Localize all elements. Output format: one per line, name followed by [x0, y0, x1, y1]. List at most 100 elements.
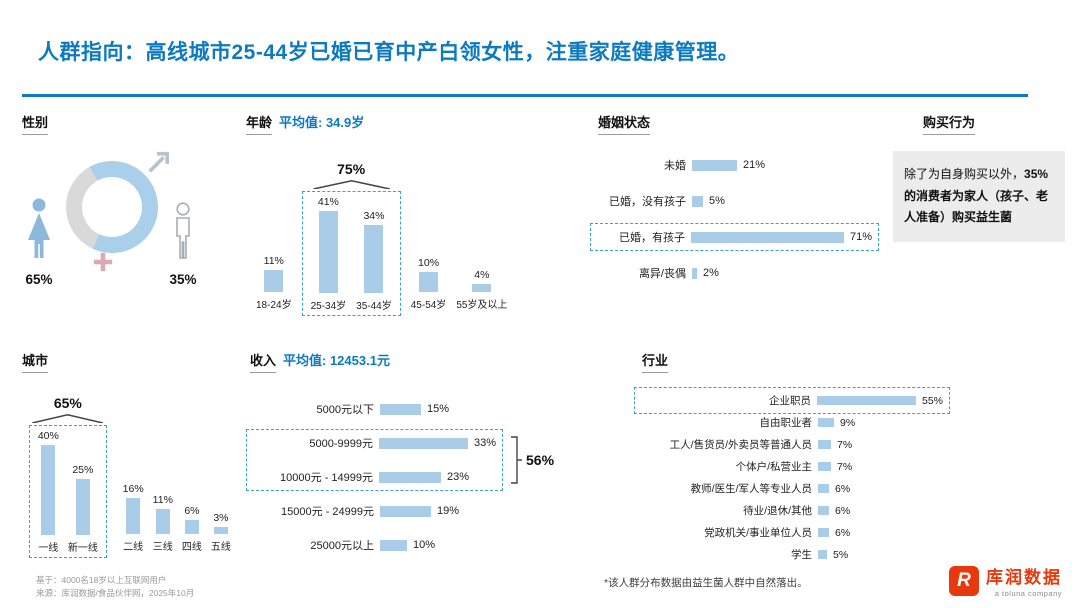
purchase-behavior-note: 除了为自身购买以外，35%的消费者为家人（孩子、老人准备）购买益生菌: [893, 151, 1065, 242]
footnote-origin: 来源：库润数据/食品伙伴网，2025年10月: [36, 587, 195, 598]
industry-value: 9%: [840, 416, 856, 429]
age-category: 45-54岁: [410, 300, 447, 311]
city-section-title: 城市: [22, 350, 49, 373]
bracket-icon: [311, 178, 392, 189]
income-row: 10000元 - 14999元 23%: [253, 469, 496, 485]
industry-bar: [818, 440, 831, 449]
bracket-icon: [30, 412, 105, 423]
income-bar: [379, 437, 468, 449]
marital-value: 21%: [743, 159, 766, 171]
industry-category: 工人/售货员/外卖员等普通人员: [669, 439, 812, 451]
age-category: 25-34岁: [310, 301, 347, 312]
age-bar-group: 41% 25-34岁: [311, 196, 347, 312]
age-bar: [318, 211, 338, 293]
age-value: 34%: [363, 210, 385, 222]
city-category: 三线: [152, 542, 173, 553]
city-bar-group: 3% 五线: [211, 512, 231, 558]
age-bar-group: 4% 55岁及以上: [456, 269, 507, 316]
industry-category: 教师/医生/军人等专业人员: [690, 483, 812, 495]
male-percentage: 35%: [169, 272, 197, 287]
city-highlight-label: 65%: [53, 395, 82, 411]
female-cross-icon: [93, 252, 113, 272]
marital-value: 5%: [709, 195, 725, 207]
industry-category: 个体户/私营业主: [735, 461, 812, 473]
marital-section-title: 婚姻状态: [598, 112, 651, 135]
city-category: 四线: [181, 542, 202, 553]
marital-row: 未婚 21%: [598, 157, 871, 173]
city-category: 五线: [210, 542, 231, 553]
donut-hole: [82, 177, 142, 237]
age-highlight-box: 41% 25-34岁 34% 35-44岁: [301, 191, 401, 316]
age-category: 35-44岁: [356, 301, 392, 312]
marital-row: 已婚，有孩子 71%: [597, 229, 872, 245]
income-bar: [380, 539, 407, 551]
income-row: 5000元以下 15%: [254, 401, 495, 417]
age-average-value: 平均值: 34.9岁: [279, 115, 365, 130]
income-section-header: 收入 平均值: 12453.1元: [250, 350, 595, 373]
kurun-logo: R 库润数据 a toluna company: [949, 563, 1062, 598]
male-arrow-icon: [148, 151, 170, 173]
income-bar: [380, 505, 431, 517]
industry-row: 党政机关/事业单位人员 6%: [642, 525, 942, 540]
income-bar: [379, 471, 441, 483]
city-bar: [75, 479, 90, 535]
city-value: 25%: [72, 464, 94, 476]
gender-chart: 65% 35%: [22, 151, 236, 287]
marital-bar: [692, 159, 737, 171]
industry-category: 企业职员: [769, 395, 811, 407]
industry-bar: [818, 506, 829, 515]
age-highlight-group: 75% 41% 25-34岁 34% 35-44岁: [301, 161, 401, 316]
industry-section-title: 行业: [642, 350, 669, 373]
age-value: 10%: [418, 257, 440, 269]
purchase-section-title: 购买行为: [923, 112, 976, 135]
page-title: 人群指向：高线城市25-44岁已婚已育中产白领女性，注重家庭健康管理。: [38, 41, 740, 64]
city-bar-group: 6% 四线: [182, 505, 202, 558]
age-category: 18-24岁: [256, 300, 292, 311]
kurun-logo-subtitle: a toluna company: [994, 589, 1062, 598]
kurun-logo-text: 库润数据 a toluna company: [986, 563, 1062, 598]
city-category: 一线: [38, 543, 59, 554]
marital-category: 未婚: [664, 160, 686, 172]
industry-category: 自由职业者: [759, 417, 813, 429]
city-bar: [41, 445, 56, 535]
age-bar: [419, 272, 439, 292]
city-chart: 65% 40% 一线 25% 新一线 16% 二线 11% 三线 6% 四线: [22, 395, 250, 558]
income-value: 33%: [474, 437, 497, 449]
city-bar-group: 25% 新一线: [68, 464, 98, 554]
income-section: 收入 平均值: 12453.1元 5000元以下 15% 5000-9999元 3…: [246, 350, 595, 553]
marital-value: 71%: [850, 231, 873, 243]
income-row: 5000-9999元 33%: [253, 435, 496, 451]
industry-bar: [818, 462, 831, 471]
city-bar: [184, 520, 199, 534]
income-chart: 5000元以下 15% 5000-9999元 33% 10000元 - 1499…: [246, 401, 554, 553]
age-chart: 11% 18-24岁 75% 41% 25-34岁 34% 35-44岁 10%…: [256, 161, 507, 316]
industry-value: 55%: [922, 394, 944, 407]
city-bar-group: 40% 一线: [38, 430, 59, 554]
city-value: 16%: [122, 483, 144, 495]
purchase-text-normal: 除了为自身购买以外，: [904, 167, 1025, 181]
industry-category: 学生: [791, 549, 812, 561]
industry-value: 7%: [837, 460, 853, 473]
gender-donut: [66, 151, 170, 272]
industry-bar: [818, 550, 827, 559]
marital-row: 已婚，没有孩子 5%: [598, 193, 871, 209]
marital-section-header: 婚姻状态: [598, 112, 898, 135]
income-row: 25000元以上 10%: [254, 537, 495, 553]
purchase-text-bold: 35%的消费者为家人（孩子、老人准备）购买益生菌: [904, 167, 1049, 225]
city-value: 11%: [152, 494, 173, 506]
income-value: 15%: [427, 403, 450, 415]
age-category: 55岁及以上: [456, 300, 508, 311]
industry-row: 工人/售货员/外卖员等普通人员 7%: [642, 437, 942, 452]
industry-value: 6%: [835, 482, 851, 495]
income-category: 5000元以下: [316, 404, 374, 416]
city-category: 二线: [123, 542, 144, 553]
marital-bar: [691, 231, 844, 243]
industry-bar: [818, 418, 834, 427]
income-value: 23%: [447, 471, 470, 483]
female-percentage: 65%: [25, 272, 53, 287]
footnote-source: 基于：4000名18岁以上互联网用户 来源：库润数据/食品伙伴网，2025年10…: [36, 574, 194, 600]
purchase-section: 购买行为 除了为自身购买以外，35%的消费者为家人（孩子、老人准备）购买益生菌: [893, 112, 1065, 242]
marital-category: 已婚，没有孩子: [609, 196, 686, 208]
industry-section-header: 行业: [642, 350, 1032, 373]
city-bar: [155, 509, 170, 534]
